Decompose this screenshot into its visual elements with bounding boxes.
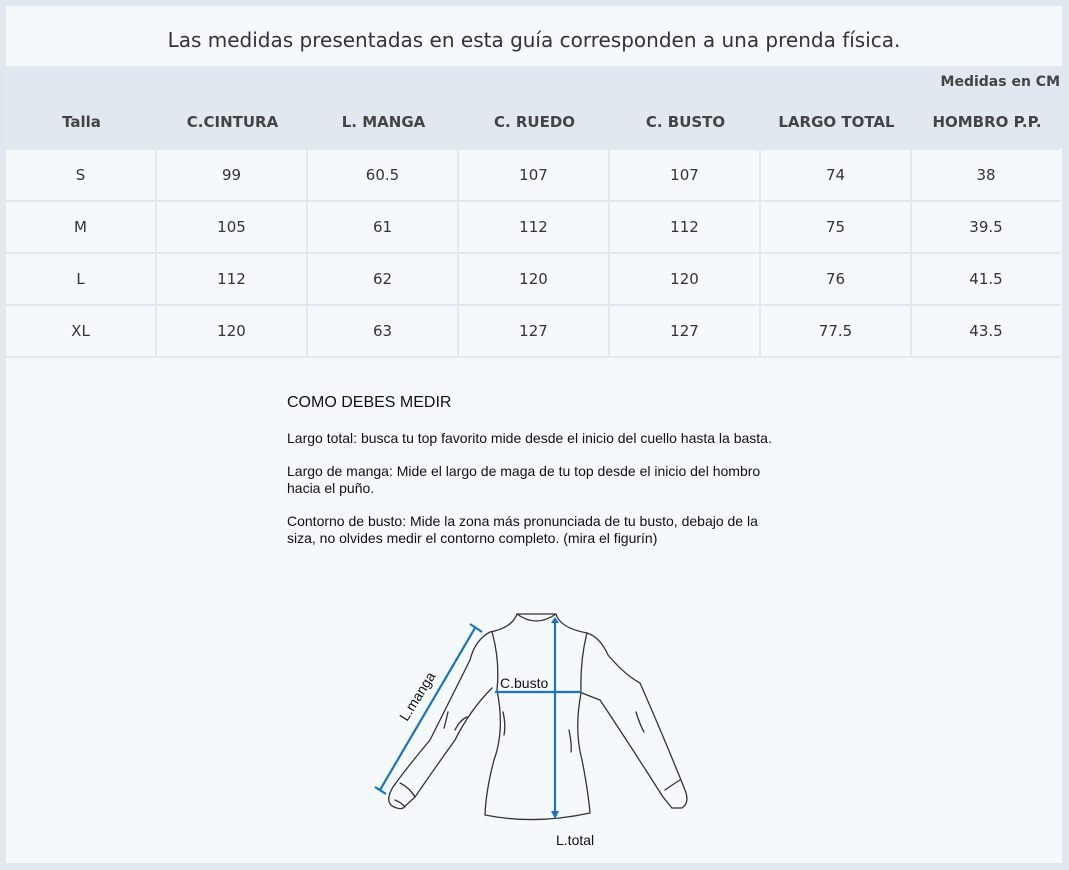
table-cell: 120 (457, 252, 610, 306)
label-sleeve: L.manga (396, 669, 439, 724)
column-header: HOMBRO P.P. (932, 113, 1042, 131)
table-cell: 120 (608, 252, 761, 306)
size-table: S 99 60.5 107 107 74 38 M 105 61 112 112 75 39.5 L 112 6… (6, 148, 1060, 358)
instructions: COMO DEBES MEDIR Largo total: busca tu t… (287, 394, 787, 563)
table-cell: M (6, 200, 157, 254)
table-row: XL 120 63 127 127 77.5 43.5 (6, 304, 1060, 358)
table-cell: 127 (608, 304, 761, 358)
table-cell: 74 (759, 148, 912, 202)
table-cell: 112 (608, 200, 761, 254)
column-header: L. MANGA (341, 113, 426, 131)
table-cell: 112 (155, 252, 308, 306)
instruction-sleeve: Largo de manga: Mide el largo de maga de… (287, 463, 761, 496)
table-cell: XL (6, 304, 157, 358)
table-cell: L (6, 252, 157, 306)
measure-lines (374, 617, 581, 819)
table-cell: 77.5 (759, 304, 912, 358)
table-row: S 99 60.5 107 107 74 38 (6, 148, 1060, 202)
table-cell: 105 (155, 200, 308, 254)
unit-label: Medidas en CM (940, 74, 1060, 90)
shirt-outline (388, 613, 688, 821)
table-cell: 127 (457, 304, 610, 358)
page-title: Las medidas presentadas en esta guía cor… (167, 28, 901, 52)
table-row: M 105 61 112 112 75 39.5 (6, 200, 1060, 254)
label-bust: C.busto (500, 675, 548, 691)
table-cell: 63 (306, 304, 459, 358)
table-row: L 112 62 120 120 76 41.5 (6, 252, 1060, 306)
label-total: L.total (556, 832, 594, 848)
table-cell: 41.5 (910, 252, 1060, 306)
arrow-icon (551, 811, 559, 819)
table-header: Medidas en CM Talla C.CINTURA L. MANGA C… (6, 66, 1062, 148)
table-cell: 107 (608, 148, 761, 202)
table-cell: 76 (759, 252, 912, 306)
table-cell: 75 (759, 200, 912, 254)
table-cell: 60.5 (306, 148, 459, 202)
table-cell: S (6, 148, 157, 202)
column-header: C.CINTURA (186, 113, 279, 131)
table-cell: 120 (155, 304, 308, 358)
column-header: Talla (62, 113, 101, 131)
instruction-total: Largo total: busca tu top favorito mide … (287, 430, 772, 446)
table-cell: 61 (306, 200, 459, 254)
tick (469, 623, 483, 633)
table-cell: 39.5 (910, 200, 1060, 254)
instructions-heading: COMO DEBES MEDIR (287, 394, 452, 411)
table-cell: 112 (457, 200, 610, 254)
column-header: C. BUSTO (645, 113, 726, 131)
column-header: C. RUEDO (493, 113, 576, 131)
column-header: LARGO TOTAL (778, 113, 895, 131)
sleeve-measure-line (379, 627, 476, 791)
table-cell: 43.5 (910, 304, 1060, 358)
table-cell: 107 (457, 148, 610, 202)
table-cell: 99 (155, 148, 308, 202)
tick (374, 786, 387, 795)
size-guide-panel: Las medidas presentadas en esta guía cor… (6, 6, 1062, 863)
table-cell: 38 (910, 148, 1060, 202)
instruction-bust: Contorno de busto: Mide la zona más pron… (287, 513, 758, 546)
arrow-icon (551, 617, 559, 623)
table-cell: 62 (306, 252, 459, 306)
